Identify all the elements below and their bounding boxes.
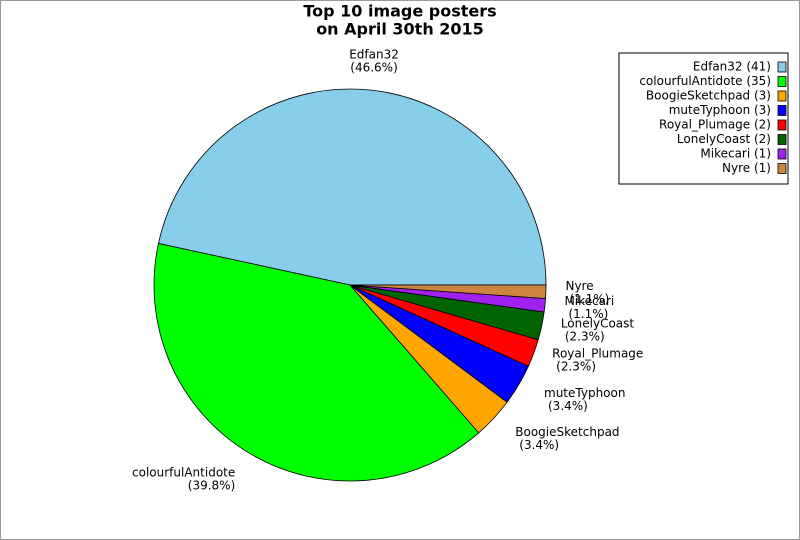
legend-swatch xyxy=(777,90,787,102)
slice-label: Nyre xyxy=(565,279,593,293)
slice-value-label: (1.1%) xyxy=(569,292,609,306)
chart-title: Top 10 image posters xyxy=(303,2,496,21)
legend-swatch xyxy=(777,163,787,174)
slice-value-label: (1.1%) xyxy=(568,307,608,321)
legend-swatch xyxy=(777,105,787,116)
legend-box xyxy=(618,52,789,185)
legend-swatch xyxy=(777,148,787,160)
slice-label: muteTyphoon xyxy=(544,386,625,400)
legend-label: BoogieSketchpad (3) xyxy=(646,89,771,103)
legend-label: Edfan32 (41) xyxy=(693,60,771,74)
legend-label: Nyre (1) xyxy=(722,161,771,175)
pie-slice xyxy=(349,284,547,299)
slice-label: Royal_Plumage xyxy=(552,346,643,360)
slice-value-label: (2.3%) xyxy=(556,359,596,373)
slice-value-label: (3.4%) xyxy=(548,399,588,413)
chart-subtitle: on April 30th 2015 xyxy=(316,20,484,39)
legend-swatch xyxy=(777,119,787,131)
slice-value-label: (3.4%) xyxy=(519,438,559,452)
pie-slice xyxy=(157,88,547,286)
slice-value-label: (39.8%) xyxy=(188,479,235,493)
slice-label: Mikecari xyxy=(564,294,614,308)
slice-value-label: (2.3%) xyxy=(565,330,605,344)
slice-label: colourfulAntidote xyxy=(132,466,235,480)
legend-label: LonelyCoast (2) xyxy=(677,132,771,146)
legend-label: Mikecari (1) xyxy=(700,147,771,161)
slice-label: LonelyCoast xyxy=(561,317,635,331)
slice-value-label: (46.6%) xyxy=(350,60,397,74)
slice-label: Edfan32 xyxy=(349,47,399,61)
legend-label: colourfulAntidote (35) xyxy=(639,74,771,88)
legend-swatch xyxy=(777,61,787,73)
legend-swatch xyxy=(777,76,787,87)
legend-label: Royal_Plumage (2) xyxy=(659,118,771,132)
legend-swatch xyxy=(777,134,787,145)
legend-label: muteTyphoon (3) xyxy=(669,103,771,117)
slice-label: BoogieSketchpad xyxy=(515,425,619,439)
pie-slice xyxy=(153,242,480,482)
